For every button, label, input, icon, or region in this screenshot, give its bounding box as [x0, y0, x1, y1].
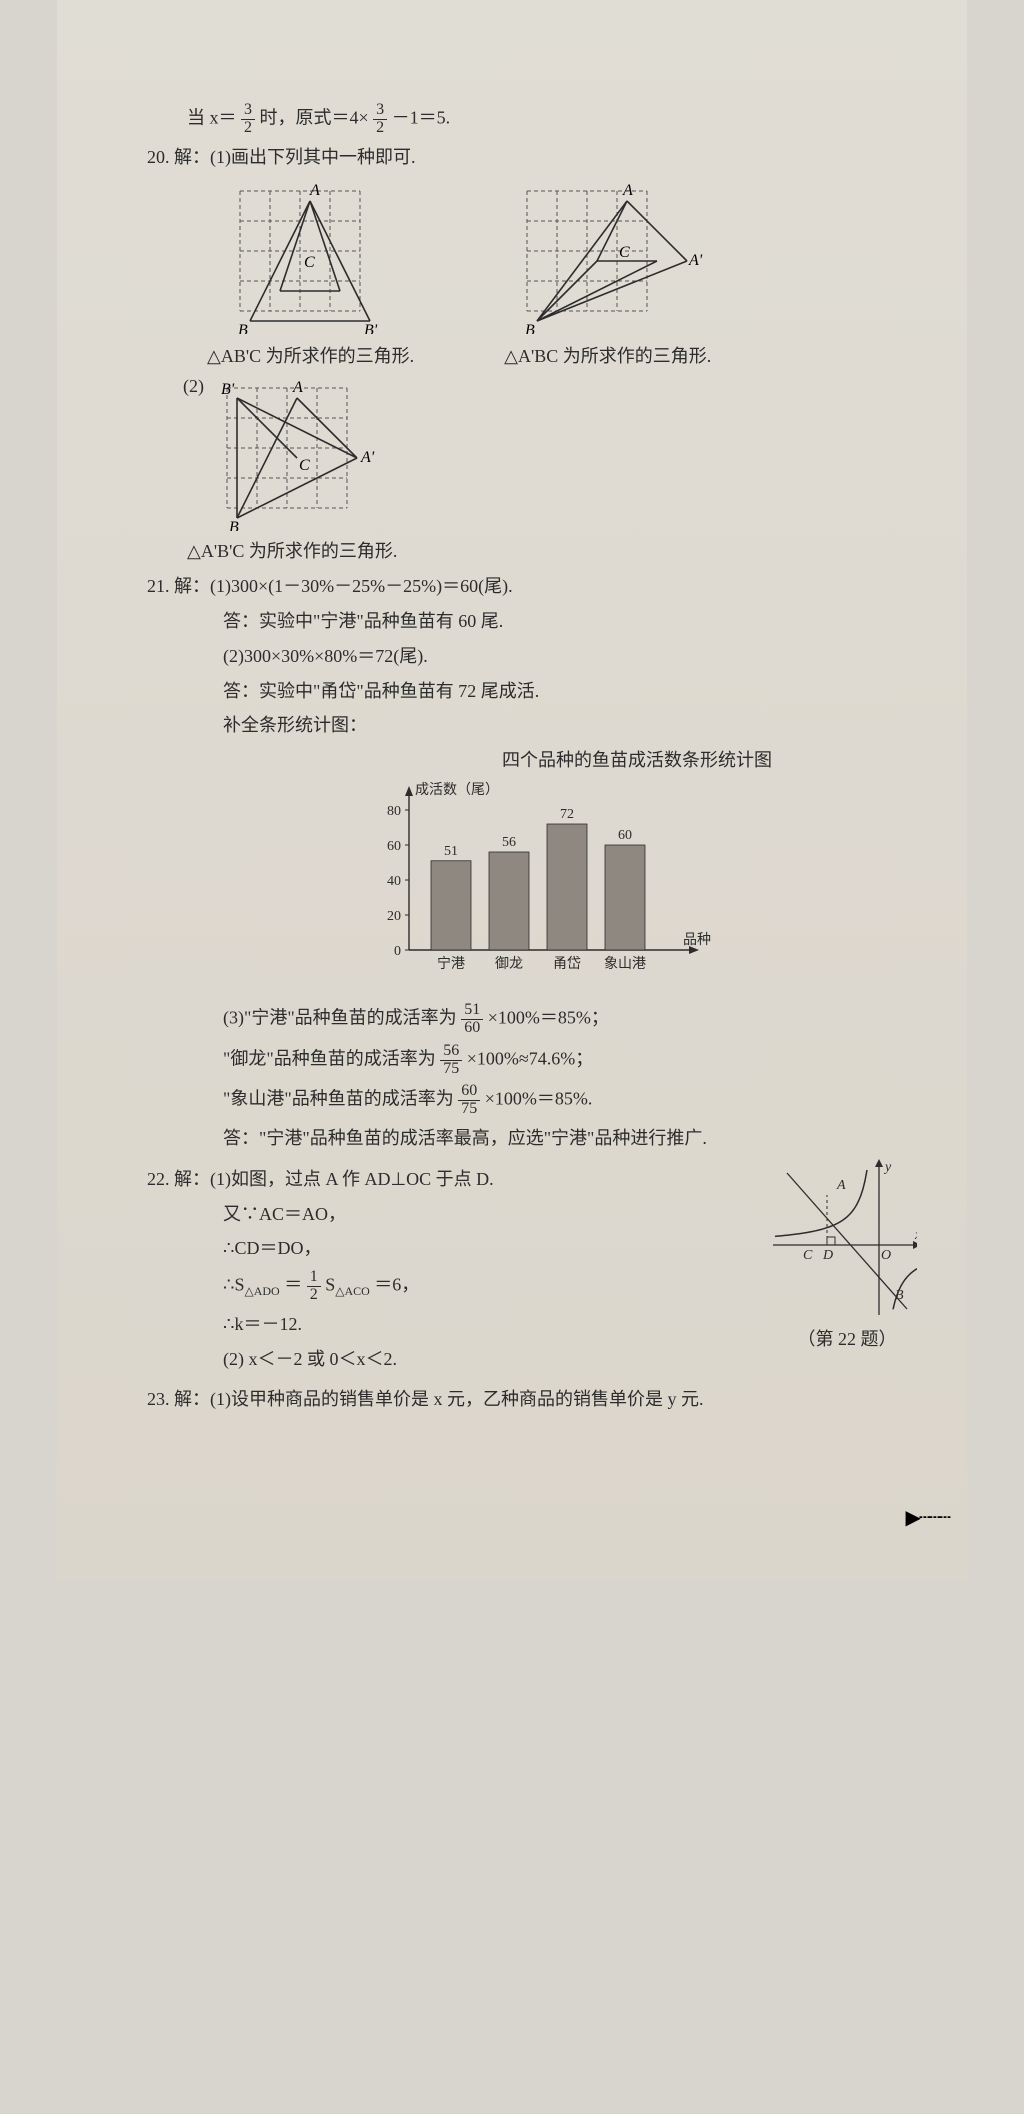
q21-l3: 答：实验中"甬岱"品种鱼苗有 72 尾成活. [223, 677, 927, 706]
svg-text:40: 40 [387, 874, 401, 889]
q21-l7: "象山港"品种鱼苗的成活率为 6075 ×100%＝85%. [223, 1083, 927, 1118]
svg-text:A: A [836, 1178, 846, 1193]
svg-text:B': B' [221, 381, 235, 398]
q21-l5: (3)"宁港"品种鱼苗的成活率为 5160 ×100%＝85%； [223, 1002, 927, 1037]
q21-l8: 答："宁港"品种鱼苗的成活率最高，应选"宁港"品种进行推广. [223, 1124, 927, 1153]
grid1-caption: △AB'C 为所求作的三角形. [207, 342, 414, 368]
q22-l3-suf: ＝6， [374, 1275, 419, 1295]
intro-line: 当 x＝ 32 时，原式＝4× 32 －1＝5. [187, 102, 927, 137]
q20-sub2-label: (2) [183, 376, 213, 531]
q22-l5: (2) x＜－2 或 0＜x＜2. [223, 1345, 767, 1374]
svg-text:20: 20 [387, 909, 401, 924]
q21-l5-pre: (3)"宁港"品种鱼苗的成活率为 [223, 1008, 457, 1028]
q20-grids-row: A B B' C △AB'C 为所求作的三角形. A A' B C △A'BC … [207, 179, 927, 368]
q22-l2: ∴CD＝DO， [223, 1234, 767, 1263]
intro-mid: 时，原式＝4× [260, 107, 369, 127]
svg-text:御龙: 御龙 [495, 956, 523, 972]
q21-l6-pre: "御龙"品种鱼苗的成活率为 [223, 1048, 436, 1068]
q22-svg: y x A B CD O [767, 1159, 917, 1319]
svg-text:甬岱: 甬岱 [553, 956, 581, 972]
q21-l7-pre: "象山港"品种鱼苗的成活率为 [223, 1089, 454, 1109]
q22-figcap: （第 22 题） [767, 1325, 927, 1351]
q22-l3: ∴S△ADO ＝ 12 S△ACO ＝6， [223, 1269, 767, 1304]
svg-text:60: 60 [387, 839, 401, 854]
svg-text:x: x [914, 1228, 917, 1243]
grid2-caption: △A'BC 为所求作的三角形. [504, 342, 711, 368]
svg-text:D: D [822, 1248, 833, 1263]
svg-text:B: B [895, 1288, 904, 1303]
svg-text:象山港: 象山港 [604, 956, 646, 972]
svg-text:0: 0 [394, 944, 401, 959]
q21-l5-suf: ×100%＝85%； [488, 1008, 609, 1028]
svg-text:品种: 品种 [683, 932, 711, 948]
q22-l3-mid2: S [325, 1275, 335, 1295]
q22-row: 22. 解：(1)如图，过点 A 作 AD⊥OC 于点 D. 又∵AC＝AO， … [147, 1159, 927, 1380]
chart-box: 0 20 40 60 80 成活数（尾） 品种 51 宁港 56 御龙 72 甬岱 60 象山港 [357, 780, 927, 990]
svg-text:56: 56 [502, 835, 516, 850]
svg-text:C: C [299, 457, 310, 474]
q22-l3-sub1: △ADO [244, 1284, 279, 1298]
q21-l6: "御龙"品种鱼苗的成活率为 5675 ×100%≈74.6%； [223, 1043, 927, 1078]
grid3-caption: △A'B'C 为所求作的三角形. [187, 537, 927, 566]
svg-text:80: 80 [387, 804, 401, 819]
q21-l1: 答：实验中"宁港"品种鱼苗有 60 尾. [223, 607, 927, 636]
q20-grid1: A B B' C △AB'C 为所求作的三角形. [207, 179, 414, 368]
q22-l3-pre: ∴S [223, 1275, 244, 1295]
svg-text:A: A [292, 379, 303, 396]
q22-head: 22. 解：(1)如图，过点 A 作 AD⊥OC 于点 D. [147, 1165, 767, 1194]
svg-text:A': A' [688, 252, 703, 269]
svg-text:A': A' [360, 449, 375, 466]
svg-text:O: O [881, 1248, 891, 1263]
q21-l6-frac: 5675 [440, 1043, 462, 1078]
q20-head: 20. 解：(1)画出下列其中一种即可. [147, 143, 927, 172]
q21-l7-frac: 6075 [458, 1083, 480, 1118]
svg-text:成活数（尾）: 成活数（尾） [415, 782, 499, 798]
chart-title: 四个品种的鱼苗成活数条形统计图 [347, 746, 927, 772]
svg-text:A: A [622, 182, 633, 199]
corner-arrow: ▶┄┄┄ [905, 1505, 949, 1530]
svg-text:C: C [619, 244, 630, 261]
q20-sub2-row: (2) A A' B B' C [183, 376, 927, 531]
svg-text:B: B [238, 322, 248, 334]
q22-l1: 又∵AC＝AO， [223, 1200, 767, 1229]
intro-frac2: 32 [373, 102, 387, 137]
grid1-svg: A B B' C [226, 179, 396, 334]
svg-text:51: 51 [444, 844, 458, 859]
q21-head: 21. 解：(1)300×(1－30%－25%－25%)＝60(尾). [147, 572, 927, 601]
q23-head: 23. 解：(1)设甲种商品的销售单价是 x 元，乙种商品的销售单价是 y 元. [147, 1385, 927, 1414]
q22-text: 22. 解：(1)如图，过点 A 作 AD⊥OC 于点 D. 又∵AC＝AO， … [147, 1159, 767, 1380]
svg-text:B: B [525, 322, 535, 334]
intro-prefix: 当 x＝ [187, 107, 237, 127]
q22-l4: ∴k＝－12. [223, 1310, 767, 1339]
q21-l2: (2)300×30%×80%＝72(尾). [223, 642, 927, 671]
svg-text:宁港: 宁港 [437, 955, 465, 972]
svg-text:60: 60 [618, 828, 632, 843]
q20-grid3: A A' B B' C [213, 376, 383, 531]
bar-chart: 0 20 40 60 80 成活数（尾） 品种 51 宁港 56 御龙 72 甬岱 60 象山港 [357, 780, 717, 990]
q21-l7-suf: ×100%＝85%. [485, 1089, 593, 1109]
q20-grid2: A A' B C △A'BC 为所求作的三角形. [504, 179, 711, 368]
svg-text:B: B [229, 519, 239, 531]
q22-l3-mid: ＝ [284, 1275, 302, 1295]
intro-suffix: －1＝5. [392, 107, 451, 127]
svg-text:B': B' [364, 322, 378, 334]
q21-l4: 补全条形统计图： [223, 711, 927, 740]
svg-text:y: y [883, 1160, 892, 1175]
intro-frac1: 32 [241, 102, 255, 137]
grid2-svg: A A' B C [513, 179, 703, 334]
q21-l6-suf: ×100%≈74.6%； [467, 1048, 594, 1068]
svg-text:72: 72 [560, 807, 574, 822]
q22-fig: y x A B CD O （第 22 题） [767, 1159, 927, 1380]
svg-text:C: C [803, 1248, 813, 1263]
q22-l3-sub2: △ACO [335, 1284, 370, 1298]
svg-text:C: C [304, 254, 315, 271]
svg-text:A: A [309, 182, 320, 199]
q21-l5-frac: 5160 [461, 1002, 483, 1037]
grid3-svg: A A' B B' C [213, 376, 383, 531]
q22-l3-frac: 12 [307, 1269, 321, 1304]
